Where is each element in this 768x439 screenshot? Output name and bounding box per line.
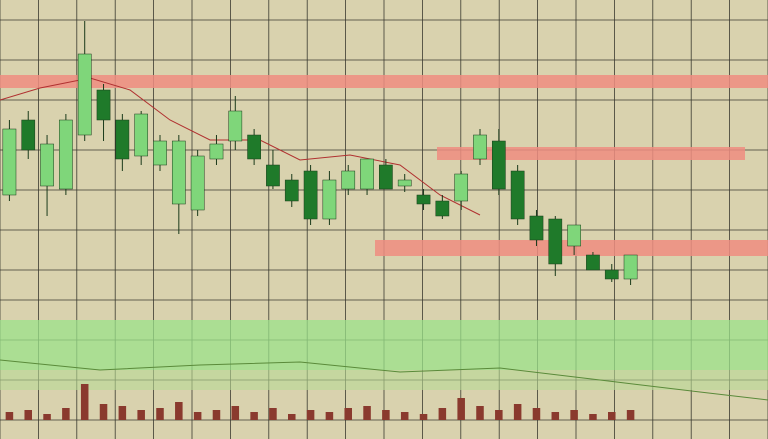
candle-body: [341, 170, 356, 190]
candle-body: [2, 128, 17, 196]
candle-body: [623, 254, 638, 280]
volume-bar: [551, 412, 560, 420]
volume-bar: [476, 406, 484, 420]
volume-bar: [250, 412, 258, 420]
volume-bar: [212, 410, 221, 420]
candle-body: [379, 164, 393, 190]
candle-body: [510, 170, 525, 220]
candle-body: [322, 179, 337, 220]
volume-bar: [513, 404, 522, 420]
support-band: [0, 370, 768, 390]
candle-body: [529, 215, 544, 241]
candle-body: [454, 173, 469, 202]
resistance-band: [0, 75, 768, 88]
candle-body: [284, 179, 299, 202]
volume-bar: [62, 408, 70, 420]
candle-body: [228, 110, 243, 142]
volume-bar: [137, 410, 145, 420]
volume-bar: [382, 410, 390, 420]
candle-body: [21, 119, 36, 151]
volume-bar: [231, 406, 240, 420]
candle-body: [360, 158, 374, 190]
volume-bar: [193, 412, 202, 420]
candle-body: [604, 269, 619, 280]
volume-bar: [288, 414, 296, 420]
volume-bar: [269, 408, 277, 420]
resistance-band: [375, 240, 768, 256]
candle-body: [416, 194, 431, 205]
volume-bar: [175, 402, 183, 420]
volume-bar: [626, 410, 635, 420]
candle-body: [491, 140, 506, 190]
candle-body: [171, 140, 186, 205]
volume-bar: [99, 404, 108, 420]
volume-bar: [589, 414, 597, 420]
candle-body: [548, 218, 563, 265]
volume-bar: [495, 410, 503, 420]
volume-bar: [457, 398, 465, 420]
volume-bar: [80, 384, 89, 420]
support-band: [0, 320, 768, 370]
volume-bar: [419, 414, 428, 420]
candle-body: [40, 143, 54, 187]
candle-body: [397, 179, 412, 187]
candle-body: [77, 53, 92, 136]
candle-body: [96, 89, 111, 121]
candle-body: [59, 119, 73, 190]
candle-body: [209, 143, 224, 160]
candle-body: [115, 119, 130, 160]
candle-body: [435, 200, 450, 217]
volume-bar: [344, 408, 352, 420]
candle-body: [586, 254, 600, 271]
volume-bar: [156, 408, 164, 420]
volume-bar: [306, 410, 315, 420]
volume-bar: [118, 406, 127, 420]
candle-body: [247, 134, 261, 160]
candle-body: [473, 134, 487, 160]
candle-body: [567, 224, 581, 247]
volume-bar: [570, 410, 578, 420]
volume-bar: [608, 412, 616, 420]
volume-bar: [532, 408, 541, 420]
volume-bar: [438, 408, 447, 420]
volume-bar: [325, 412, 334, 420]
indicator-line: [0, 359, 768, 401]
volume-bar: [5, 412, 14, 420]
volume-bar: [24, 410, 32, 420]
candle-body: [190, 155, 205, 211]
volume-bar: [43, 414, 51, 420]
candle-body: [153, 140, 167, 166]
volume-bar: [363, 406, 371, 420]
resistance-band: [437, 147, 745, 160]
candle-body: [134, 113, 149, 157]
volume-bar: [400, 412, 409, 420]
candle-body: [266, 164, 280, 187]
candle-body: [303, 170, 318, 220]
